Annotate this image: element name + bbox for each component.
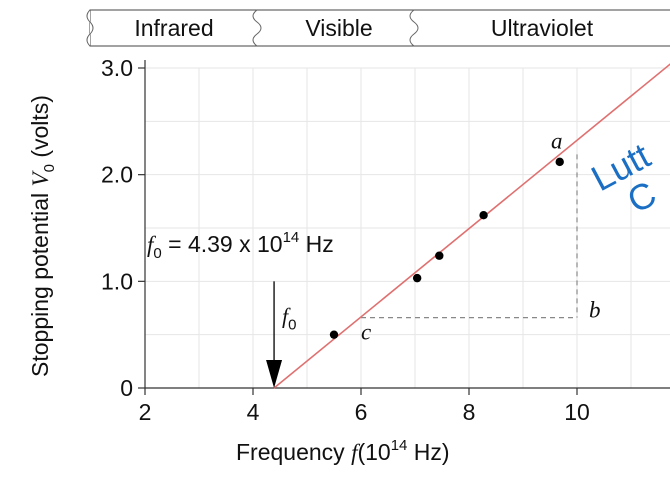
x-tick-label: 4 <box>247 399 260 425</box>
spectrum-band-bar: Infrared Visible Ultraviolet <box>86 9 670 47</box>
y-axis-title-subscript: 0 <box>41 164 58 172</box>
y-tick-label: 3.0 <box>101 55 133 81</box>
threshold-symbol: f <box>282 303 291 328</box>
annotation-text: = 4.39 x 10 <box>162 231 283 257</box>
tick-labels: 2468101201.02.03.0 <box>101 55 590 425</box>
x-tick-label: 10 <box>564 399 590 425</box>
y-tick-label: 1.0 <box>101 268 133 294</box>
x-axis-title-unit-exp: 14 <box>391 437 408 454</box>
triangle-label-b: b <box>589 298 601 323</box>
x-axis-title: Frequency f(1014 Hz) <box>236 437 450 465</box>
data-point <box>435 251 444 260</box>
band-divider-infrared-visible <box>252 9 262 47</box>
x-tick-label: 8 <box>463 399 476 425</box>
data-points <box>329 157 564 339</box>
annotation-symbol: f <box>147 232 157 257</box>
fit-line <box>273 63 670 389</box>
threshold-annotation: f0 = 4.39 x 1014 Hz <box>147 229 334 262</box>
threshold-subscript: 0 <box>288 316 296 333</box>
watermark: Lutt C <box>585 135 663 221</box>
grid-layer <box>144 67 670 389</box>
x-axis-title-text: Frequency <box>236 439 345 465</box>
band-label-infrared: Infrared <box>134 15 213 41</box>
data-point <box>329 330 339 339</box>
triangle-label-c: c <box>361 320 371 345</box>
band-label-ultraviolet: Ultraviolet <box>491 15 594 41</box>
y-axis-title-symbol: V <box>28 169 53 186</box>
band-label-visible: Visible <box>305 15 372 41</box>
triangle-label-a: a <box>551 128 563 153</box>
slope-triangle: a b c <box>361 128 601 345</box>
data-point <box>412 273 422 283</box>
y-tick-label: 2.0 <box>101 162 133 188</box>
x-axis-title-unit-suffix: Hz) <box>407 439 449 465</box>
threshold-marker: f0 <box>266 281 297 388</box>
x-axis-title-symbol: f <box>351 440 361 465</box>
y-axis-title-unit: (volts) <box>27 95 53 164</box>
axis-layer <box>138 60 670 395</box>
annotation-subscript: 0 <box>153 245 161 262</box>
y-axis-title-text: Stopping potential <box>27 186 53 377</box>
y-tick-label: 0 <box>120 375 133 401</box>
band-divider-visible-ultraviolet <box>409 9 419 47</box>
spectrum-bar-frame <box>89 9 670 47</box>
fit-line-layer <box>273 63 670 389</box>
annotation-unit: Hz <box>299 231 334 257</box>
x-tick-label: 6 <box>355 399 368 425</box>
annotation-exponent: 14 <box>283 229 300 246</box>
data-point <box>555 157 564 167</box>
y-axis-title: Stopping potential V0 (volts) <box>27 95 58 377</box>
threshold-label: f0 <box>282 303 296 333</box>
x-tick-label: 2 <box>139 399 152 425</box>
band-left-edge <box>86 9 94 47</box>
data-point <box>479 211 488 220</box>
threshold-arrow-head <box>266 360 283 388</box>
x-axis-title-unit-prefix: (10 <box>357 439 390 465</box>
